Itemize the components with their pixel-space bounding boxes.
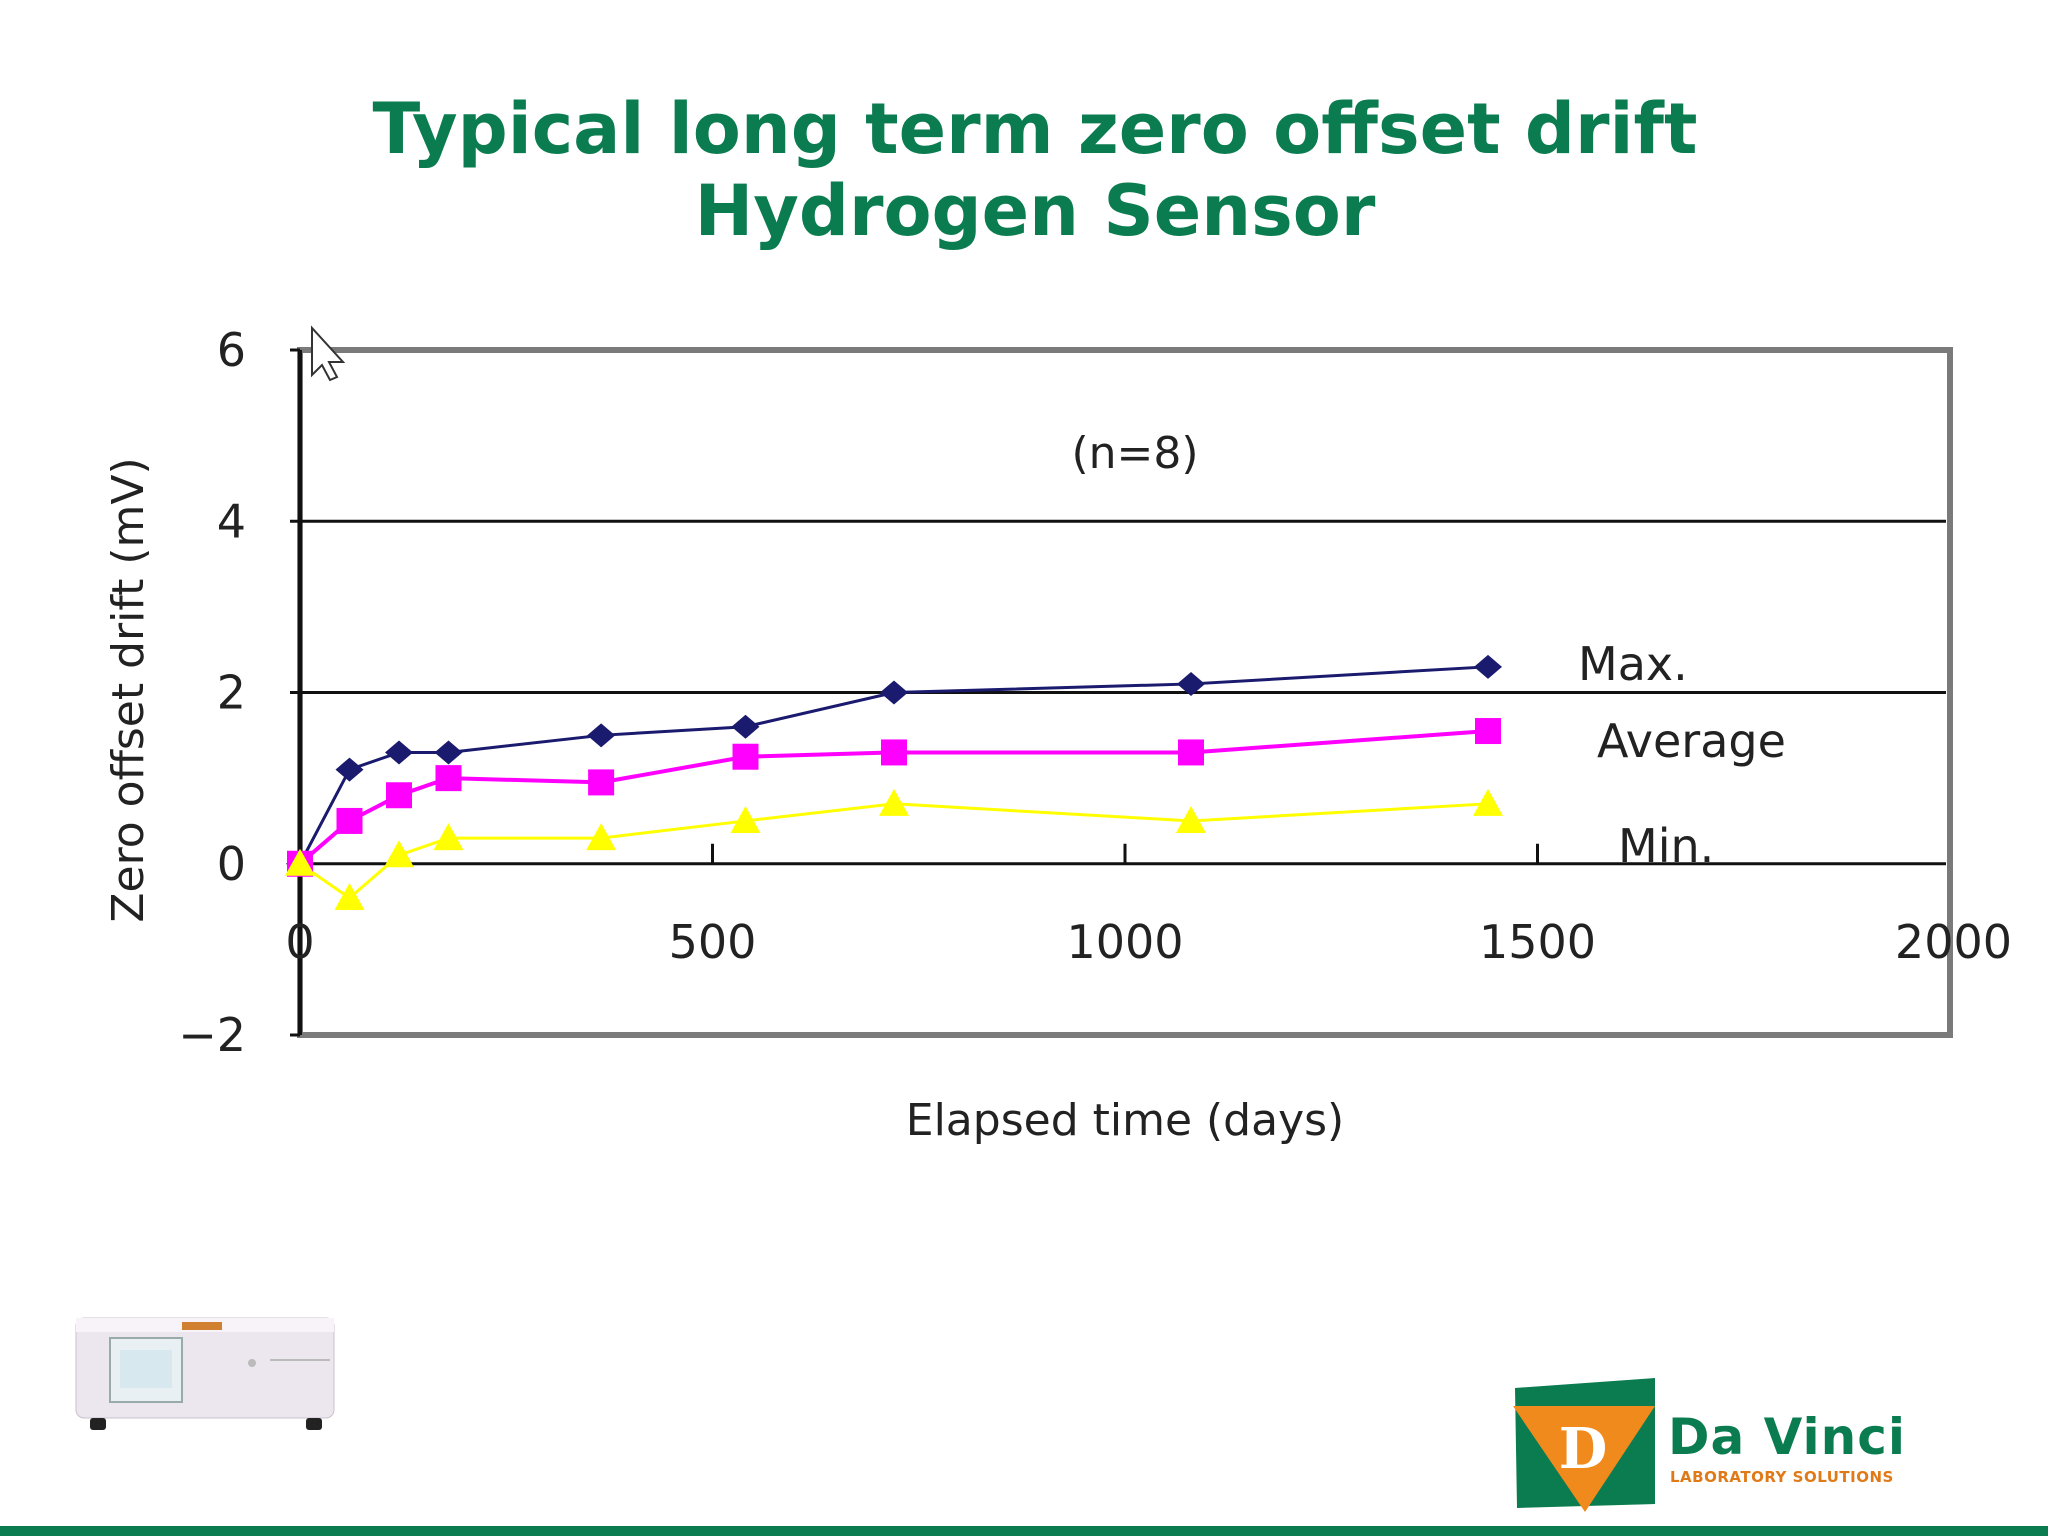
y-tick-label: −2 bbox=[178, 1008, 246, 1062]
y-tick-label: 4 bbox=[217, 494, 246, 548]
device-image bbox=[70, 1308, 340, 1438]
logo-subtitle: LABORATORY SOLUTIONS bbox=[1670, 1468, 1894, 1486]
data-point-average bbox=[881, 739, 907, 765]
bottom-accent-bar bbox=[0, 1526, 2048, 1536]
data-point-average bbox=[1475, 718, 1501, 744]
x-axis-label: Elapsed time (days) bbox=[906, 1095, 1344, 1146]
series-label: Min. bbox=[1618, 819, 1714, 873]
sample-size-annotation: (n=8) bbox=[1071, 428, 1198, 479]
y-tick-label: 6 bbox=[217, 323, 246, 377]
svg-text:D: D bbox=[1559, 1416, 1608, 1482]
y-axis-label: Zero offset drift (mV) bbox=[103, 457, 154, 922]
x-tick-label: 2000 bbox=[1895, 915, 2012, 969]
x-tick-label: 1500 bbox=[1479, 915, 1596, 969]
y-tick-label: 2 bbox=[217, 666, 246, 720]
data-point-average bbox=[588, 769, 614, 795]
x-tick-label: 0 bbox=[285, 915, 314, 969]
y-tick-label: 0 bbox=[217, 837, 246, 891]
series-label: Average bbox=[1597, 714, 1786, 768]
x-tick-label: 500 bbox=[669, 915, 757, 969]
logo-name: Da Vinci bbox=[1668, 1408, 1906, 1466]
drift-chart: 6 4 2 0 −2 0 500 1000 1500 2000 (n=8) Elapsed tim… bbox=[0, 0, 2048, 1200]
data-point-average bbox=[733, 744, 759, 770]
series-label: Max. bbox=[1578, 637, 1688, 691]
da-vinci-logo-icon: D bbox=[1505, 1376, 1665, 1516]
data-point-average bbox=[337, 808, 363, 834]
data-point-average bbox=[436, 765, 462, 791]
x-tick-label: 1000 bbox=[1066, 915, 1183, 969]
data-point-average bbox=[1178, 739, 1204, 765]
data-point-average bbox=[386, 782, 412, 808]
